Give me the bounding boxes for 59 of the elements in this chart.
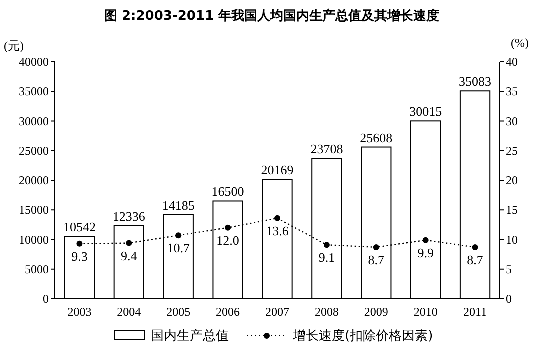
point (324, 242, 330, 248)
y-axis-title: (元) (4, 39, 24, 53)
y-tick-label: 40000 (19, 55, 49, 69)
y-tick-label: 0 (43, 292, 49, 306)
y-tick-label: 15000 (19, 203, 49, 218)
y2-tick-label: 35 (506, 84, 518, 99)
y2-tick-label: 20 (506, 174, 518, 188)
point (422, 237, 429, 244)
point (225, 224, 232, 231)
y2-tick-label: 15 (506, 203, 518, 218)
y2-tick-label: 25 (506, 144, 518, 158)
y2-tick-label: 30 (506, 114, 518, 128)
data-label: 14185 (162, 198, 195, 213)
point (274, 215, 280, 222)
x-tick-label: 2010 (414, 305, 438, 319)
x-tick-label: 2009 (364, 305, 388, 319)
y2-tick-label: 40 (506, 55, 518, 69)
point (126, 240, 132, 246)
x-tick-label: 2011 (463, 305, 488, 319)
y2-axis-title: (%) (511, 36, 529, 50)
point (472, 244, 478, 250)
data-label: 9.9 (418, 245, 434, 260)
data-label: 9.1 (318, 250, 336, 266)
data-label: 25608 (360, 130, 393, 146)
x-tick-label: 2005 (166, 305, 191, 319)
data-label: 30015 (410, 104, 442, 120)
data-label: 23708 (310, 142, 344, 157)
data-label: 9.4 (121, 248, 138, 264)
x-tick-label: 2004 (117, 305, 142, 319)
y-tick-label: 30000 (19, 114, 49, 128)
data-label: 10542 (63, 220, 96, 235)
data-label: 12336 (112, 208, 146, 224)
x-tick-label: 2007 (266, 305, 290, 319)
y-tick-label: 35000 (19, 84, 49, 99)
y-tick-label: 5000 (25, 262, 49, 276)
y2-tick-label: 0 (506, 292, 512, 306)
data-label: 12.0 (216, 232, 240, 248)
data-label: 10.7 (167, 240, 190, 256)
legend-label: 国内生产总值 (151, 329, 229, 344)
point (176, 232, 182, 239)
point (373, 244, 380, 250)
legend-label: 增长速度(扣除价格因素) (292, 328, 434, 344)
data-label: 20169 (261, 162, 294, 178)
data-label: 13.6 (266, 223, 290, 238)
data-label: 9.3 (72, 248, 88, 264)
data-label: 35083 (459, 74, 492, 90)
x-tick-label: 2006 (216, 305, 240, 319)
point (76, 240, 83, 247)
data-label: 8.7 (368, 252, 386, 268)
y-tick-label: 20000 (19, 174, 49, 188)
chart-title: 图 2:2003-2011 年我国人均国内生产总值及其增长速度 (104, 8, 440, 24)
data-label: 16500 (212, 184, 244, 200)
data-label: 8.7 (467, 252, 484, 268)
x-tick-label: 2008 (314, 305, 339, 319)
x-tick-label: 2003 (68, 305, 92, 319)
y2-tick-label: 5 (506, 262, 512, 276)
y-tick-label: 25000 (19, 144, 49, 158)
y-tick-label: 10000 (19, 232, 49, 247)
y2-tick-label: 10 (506, 232, 518, 247)
